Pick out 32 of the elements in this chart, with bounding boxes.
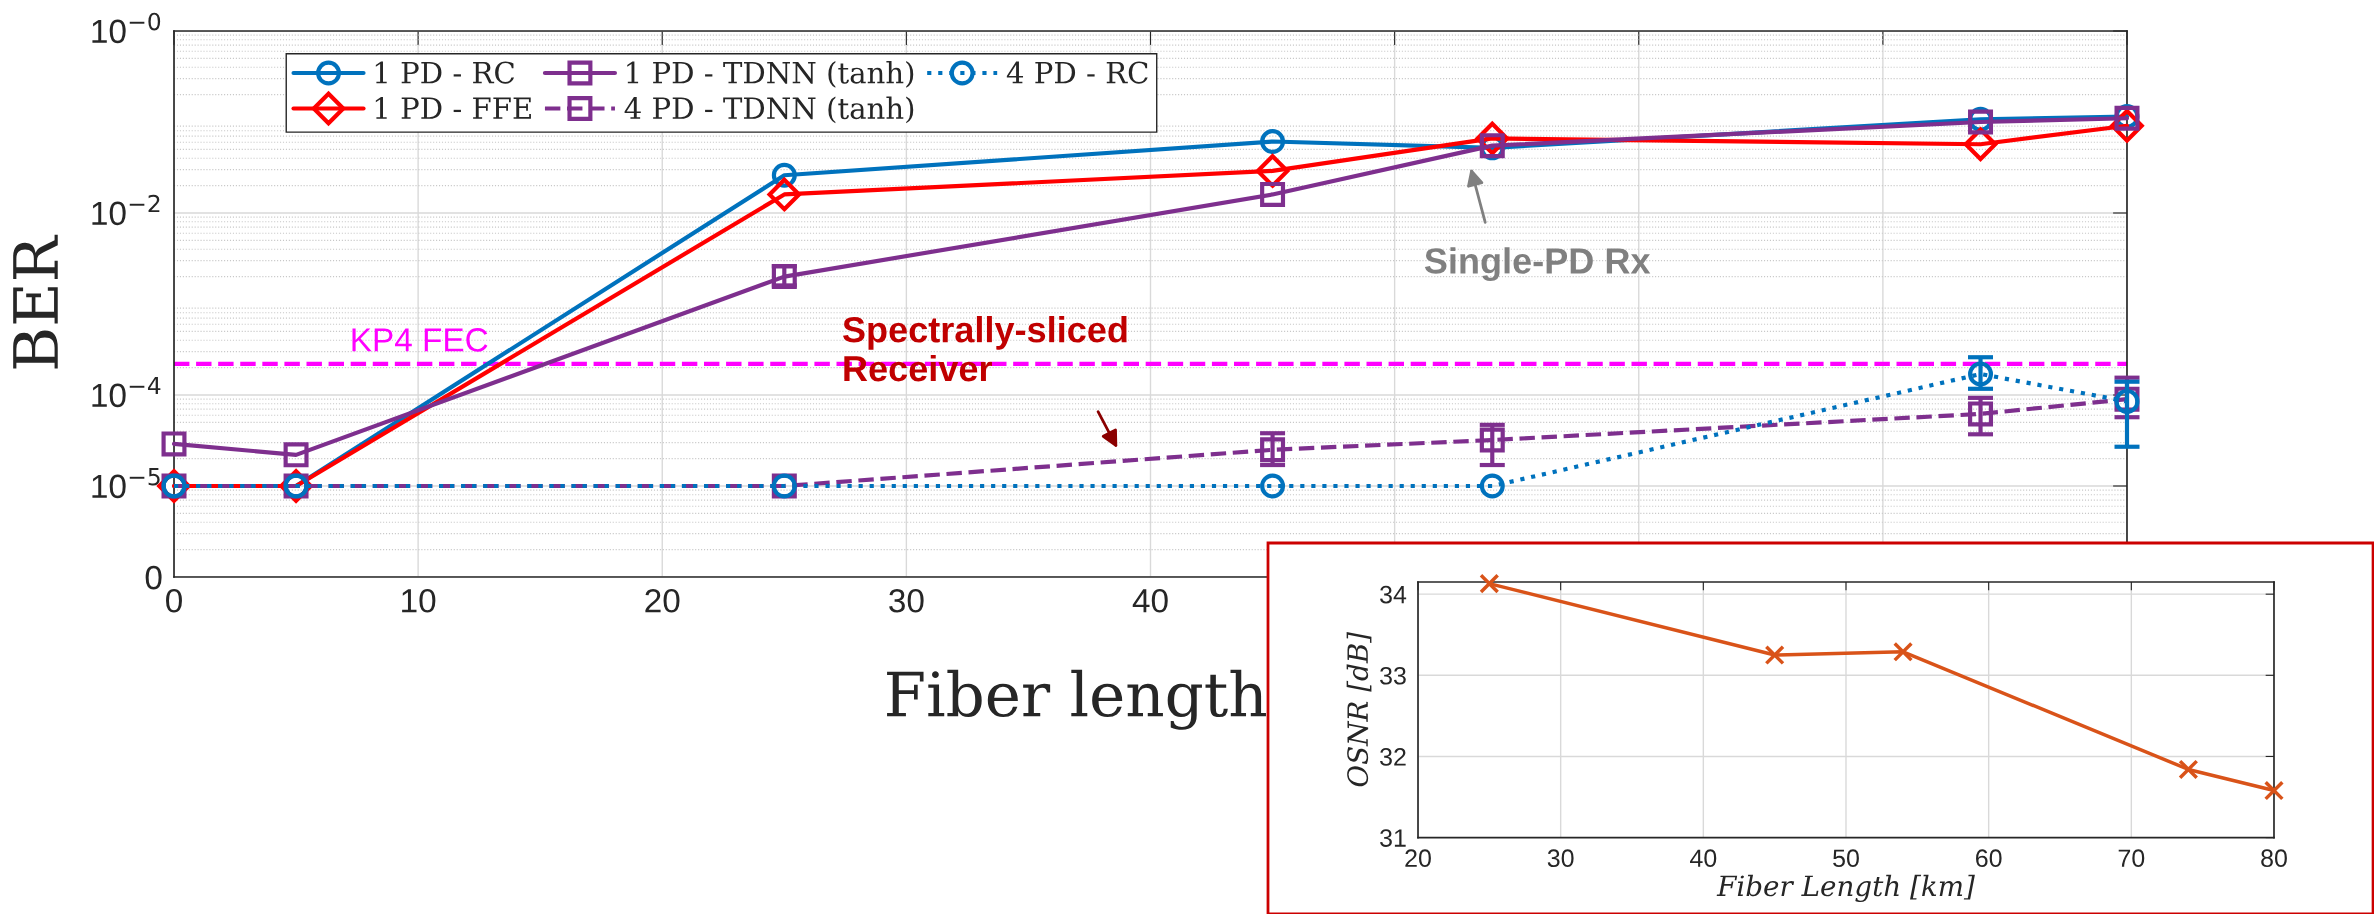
annotation: Single-PD Rx [1424,247,1651,282]
y-tick-label: 31 [1380,829,1406,847]
x-tick-label: 80 [2261,849,2287,868]
y-tick-label: 10$^{−4}$ [92,377,161,408]
legend-label: 4 PD - TDNN (tanh) [624,96,914,124]
y-tick-label: 32 [1380,748,1406,766]
legend-label: 1 PD - FFE [375,97,531,119]
x-tick-label: 40 [1690,849,1717,868]
x-tick-label: 0 [166,588,182,613]
x-axis-title: Fiber length [887,669,1266,730]
y-tick-label: 33 [1380,666,1406,685]
x-tick-label: 20 [1405,849,1431,868]
x-tick-label: 40 [1132,588,1168,613]
x-tick-label: 70 [2118,849,2145,868]
x-tick-label: 60 [1976,849,2002,868]
legend-label: 1 PD - RC [375,61,515,84]
x-axis-title: Fiber Length [km] [1716,874,1975,903]
y-tick-label: 10$^{−0}$ [92,12,161,44]
y-tick-label: 0 [145,565,162,590]
y-axis-title: BER [13,234,58,369]
y-tick-label: 10$^{−2}$ [92,194,160,226]
x-tick-label: 30 [889,588,924,613]
y-tick-label: 10$^{−5}$ [92,468,160,499]
ref-line-label: KP4 FEC [352,328,488,352]
x-tick-label: 20 [645,588,680,613]
y-tick-label: 34 [1380,585,1407,604]
x-tick-label: 10 [402,588,436,613]
legend-label: 1 PD - TDNN (tanh) [627,61,914,88]
x-tick-label: 30 [1547,849,1574,868]
y-axis-title: OSNR [dB] [1346,631,1372,787]
x-tick-label: 50 [1833,849,1859,868]
legend-label: 4 PD - RC [1006,61,1148,84]
